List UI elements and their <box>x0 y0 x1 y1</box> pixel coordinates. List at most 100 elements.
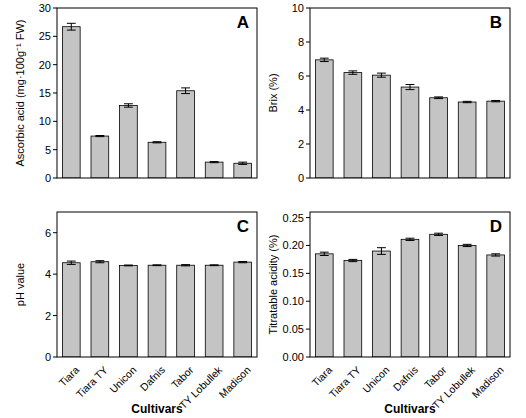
bar <box>458 102 476 178</box>
error-bar <box>95 136 104 137</box>
error-line <box>95 261 104 263</box>
error-line <box>153 264 162 266</box>
y-tick-label: 0 <box>45 351 51 363</box>
error-bar <box>377 248 386 255</box>
error-line <box>67 261 76 264</box>
x-tick-label: Unicon <box>360 363 392 395</box>
error-line <box>406 85 415 90</box>
error-bar <box>434 97 443 99</box>
error-line <box>320 58 329 61</box>
y-tick <box>306 144 310 145</box>
error-line <box>67 23 76 30</box>
error-line <box>153 142 162 143</box>
frame <box>310 212 510 357</box>
panel-label: C <box>237 217 249 236</box>
bar <box>487 255 505 357</box>
bar <box>120 265 138 357</box>
error-bar <box>95 261 104 263</box>
error-line <box>320 252 329 255</box>
error-bar <box>181 88 190 94</box>
y-tick <box>53 232 57 233</box>
x-tick-label: Unicon <box>107 363 139 395</box>
frame <box>57 212 257 357</box>
error-bar <box>238 262 247 263</box>
y-tick-label: 0.05 <box>283 323 304 335</box>
panel: 0246810BBrix (%) <box>267 2 510 184</box>
y-axis-label: Brix (%) <box>267 73 279 112</box>
bar <box>373 251 391 357</box>
y-tick-label: 10 <box>292 2 304 14</box>
y-tick <box>53 121 57 122</box>
error-line <box>238 162 247 164</box>
error-line <box>124 265 133 267</box>
bar <box>62 27 80 178</box>
frame <box>57 8 257 178</box>
error-bar <box>153 142 162 143</box>
panel: TiaraTiara TYUniconDafnisTaborTY Lobulle… <box>267 212 510 416</box>
error-bar <box>377 73 386 77</box>
y-tick <box>306 273 310 274</box>
y-tick-label: 0 <box>45 172 51 184</box>
bar <box>120 105 138 178</box>
error-line <box>377 248 386 255</box>
x-tick-label: Dafnis <box>391 364 421 394</box>
bar <box>148 265 166 357</box>
error-line <box>348 71 357 74</box>
bar <box>177 265 195 357</box>
y-tick <box>306 42 310 43</box>
error-bar <box>238 162 247 164</box>
error-bar <box>124 104 133 107</box>
y-tick <box>306 245 310 246</box>
error-line <box>377 73 386 77</box>
error-bar <box>320 252 329 255</box>
bar <box>430 234 448 357</box>
error-bar <box>406 85 415 90</box>
x-tick-label: TY Lobullek <box>430 363 478 411</box>
y-tick-label: 0.20 <box>283 239 304 251</box>
error-line <box>348 259 357 261</box>
x-axis-label: Cultivars <box>384 402 436 416</box>
y-tick-label: 5 <box>45 144 51 156</box>
y-axis-label: Titratable acidity (%) <box>267 235 279 335</box>
panel: 051015202530AAscorbic acid (mg·100g⁻¹ FW… <box>14 2 257 184</box>
error-line <box>491 100 500 101</box>
frame <box>310 8 510 178</box>
y-tick-label: 2 <box>298 138 304 150</box>
error-bar <box>67 261 76 264</box>
error-bar <box>320 58 329 61</box>
bar <box>148 142 166 178</box>
bar <box>205 162 223 178</box>
y-tick <box>306 301 310 302</box>
bar <box>91 262 109 357</box>
error-line <box>434 97 443 99</box>
bar <box>91 136 109 178</box>
y-tick <box>53 93 57 94</box>
error-bar <box>153 264 162 266</box>
x-tick-label: Tiara <box>309 363 334 388</box>
error-line <box>124 104 133 107</box>
error-bar <box>348 71 357 74</box>
y-tick <box>53 274 57 275</box>
y-tick-label: 20 <box>39 59 51 71</box>
error-line <box>210 162 219 163</box>
plot-area <box>315 233 504 357</box>
bar <box>315 254 333 357</box>
y-tick-label: 6 <box>298 70 304 82</box>
bar <box>234 163 252 178</box>
y-tick <box>306 357 310 358</box>
y-tick <box>306 178 310 179</box>
error-bar <box>67 23 76 30</box>
x-tick-label: Tiara TY <box>326 364 363 401</box>
panel-label: B <box>490 13 502 32</box>
error-line <box>491 254 500 256</box>
panel-label: A <box>237 13 249 32</box>
y-axis-label: pH value <box>14 263 26 306</box>
bar <box>234 262 252 357</box>
error-bar <box>463 101 472 102</box>
bar <box>430 98 448 178</box>
y-tick <box>306 329 310 330</box>
bar <box>344 261 362 357</box>
bar <box>62 263 80 357</box>
bar <box>373 75 391 178</box>
bar <box>401 87 419 178</box>
